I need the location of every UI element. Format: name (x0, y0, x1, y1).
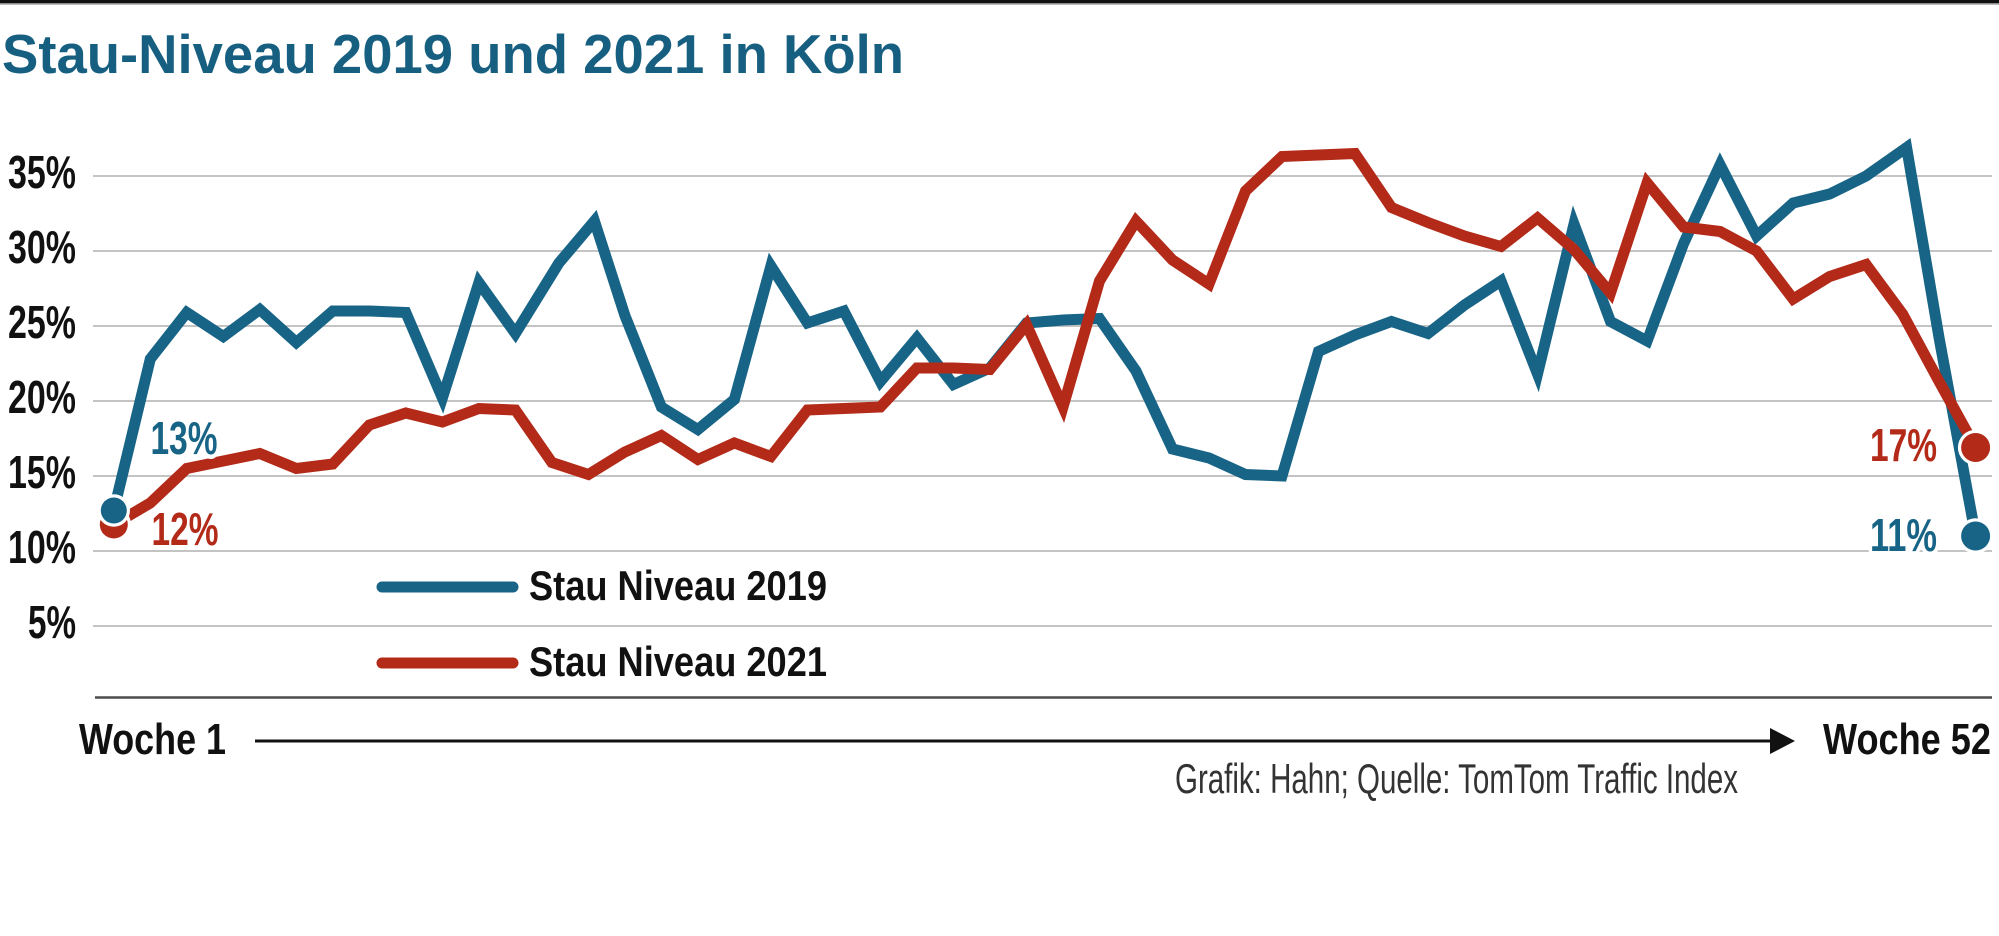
svg-text:Stau Niveau 2021: Stau Niveau 2021 (529, 638, 827, 685)
svg-text:Stau Niveau 2019: Stau Niveau 2019 (529, 562, 827, 609)
svg-text:Grafik: Hahn; Quelle: TomTom T: Grafik: Hahn; Quelle: TomTom Traffic Ind… (1175, 755, 1738, 802)
svg-text:5%: 5% (28, 596, 76, 648)
svg-text:20%: 20% (8, 371, 76, 423)
svg-text:Stau-Niveau 2019 und 2021 in K: Stau-Niveau 2019 und 2021 in Köln (2, 23, 904, 85)
svg-text:15%: 15% (8, 446, 76, 498)
svg-text:17%: 17% (1870, 419, 1937, 471)
svg-text:35%: 35% (8, 146, 76, 198)
svg-text:Woche 1: Woche 1 (79, 715, 226, 764)
svg-text:10%: 10% (8, 521, 76, 573)
svg-text:Woche 52: Woche 52 (1823, 715, 1991, 764)
svg-text:13%: 13% (151, 412, 218, 464)
svg-text:11%: 11% (1870, 509, 1937, 561)
svg-text:25%: 25% (8, 296, 76, 348)
svg-text:12%: 12% (152, 503, 219, 555)
svg-text:30%: 30% (8, 221, 76, 273)
